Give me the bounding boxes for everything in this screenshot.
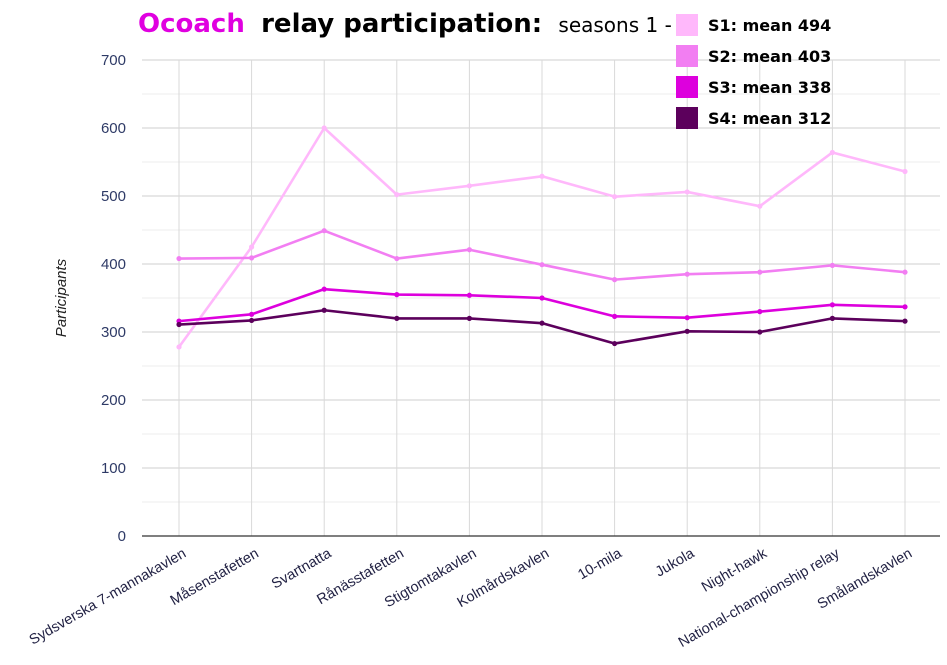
data-point (539, 295, 545, 301)
title-main: relay participation: (261, 9, 542, 39)
y-tick-label: 200 (101, 392, 126, 409)
y-tick-label: 400 (101, 256, 126, 273)
x-tick-label: Jukola (653, 545, 698, 580)
legend-label: S4: mean 312 (708, 109, 831, 128)
legend-swatch (676, 76, 698, 98)
data-point (176, 344, 182, 350)
data-point (321, 125, 327, 131)
data-point (539, 320, 545, 326)
svg-text:Ocoach relay participati: Ocoach relay participation: seasons 1 - … (138, 9, 691, 39)
data-point (176, 321, 182, 328)
data-point (902, 304, 908, 310)
data-point (684, 315, 690, 321)
data-point (829, 262, 836, 268)
series-4 (176, 307, 908, 347)
data-point (684, 271, 690, 277)
data-point (249, 244, 255, 250)
data-point (829, 302, 836, 308)
data-point (176, 255, 182, 262)
data-point (394, 292, 400, 298)
data-point (321, 307, 327, 313)
y-tick-label: 600 (101, 120, 126, 137)
data-point (466, 247, 472, 253)
data-point (394, 192, 400, 198)
x-tick-label: Sydsverska 7-mannakavlen (27, 546, 189, 649)
data-point (249, 255, 255, 261)
data-point (902, 168, 908, 175)
y-tick-label: 0 (118, 528, 126, 545)
data-point (684, 189, 690, 195)
data-point (249, 317, 255, 324)
data-point (249, 311, 255, 317)
data-point (829, 315, 836, 321)
data-point (539, 262, 545, 268)
legend-swatch (676, 45, 698, 67)
series-lines (176, 125, 908, 350)
data-point (757, 329, 763, 335)
y-axis-ticks: 0 100 200 300 400 500 600 700 (101, 52, 126, 545)
x-tick-label: Svartnatta (269, 545, 335, 592)
grid (142, 59, 940, 536)
chart-title: Ocoach relay participation: seasons 1 - … (138, 9, 691, 39)
data-point (466, 183, 472, 189)
data-point (466, 315, 472, 321)
data-point (394, 255, 400, 262)
data-point (757, 269, 763, 275)
y-tick-label: 700 (101, 52, 126, 69)
data-point (612, 313, 618, 319)
series-3 (176, 286, 908, 324)
data-point (394, 315, 400, 321)
data-point (684, 328, 690, 334)
y-axis-label: Participants (53, 258, 70, 337)
title-sub: seasons 1 - 4 (558, 13, 690, 37)
y-tick-label: 300 (101, 324, 126, 341)
data-point (321, 286, 327, 292)
legend-swatch (676, 107, 698, 129)
y-tick-label: 100 (101, 460, 126, 477)
legend-label: S2: mean 403 (708, 47, 831, 66)
legend: S1: mean 494 S2: mean 403 S3: mean 338 S4: … (676, 14, 831, 129)
series-1 (176, 125, 908, 350)
data-point (902, 318, 908, 324)
legend-swatch (676, 14, 698, 36)
data-point (757, 203, 763, 209)
data-point (612, 277, 618, 283)
legend-label: S3: mean 338 (708, 78, 831, 97)
title-brand: Ocoach (138, 9, 245, 39)
data-point (539, 173, 545, 179)
data-point (902, 269, 908, 275)
data-point (757, 309, 763, 315)
x-tick-label: 10-mila (575, 545, 625, 583)
data-point (321, 228, 327, 234)
series-2 (176, 228, 908, 283)
data-point (612, 194, 618, 200)
y-tick-label: 500 (101, 188, 126, 205)
legend-label: S1: mean 494 (708, 16, 831, 35)
data-point (829, 149, 836, 156)
data-point (466, 292, 472, 298)
data-point (612, 340, 618, 347)
